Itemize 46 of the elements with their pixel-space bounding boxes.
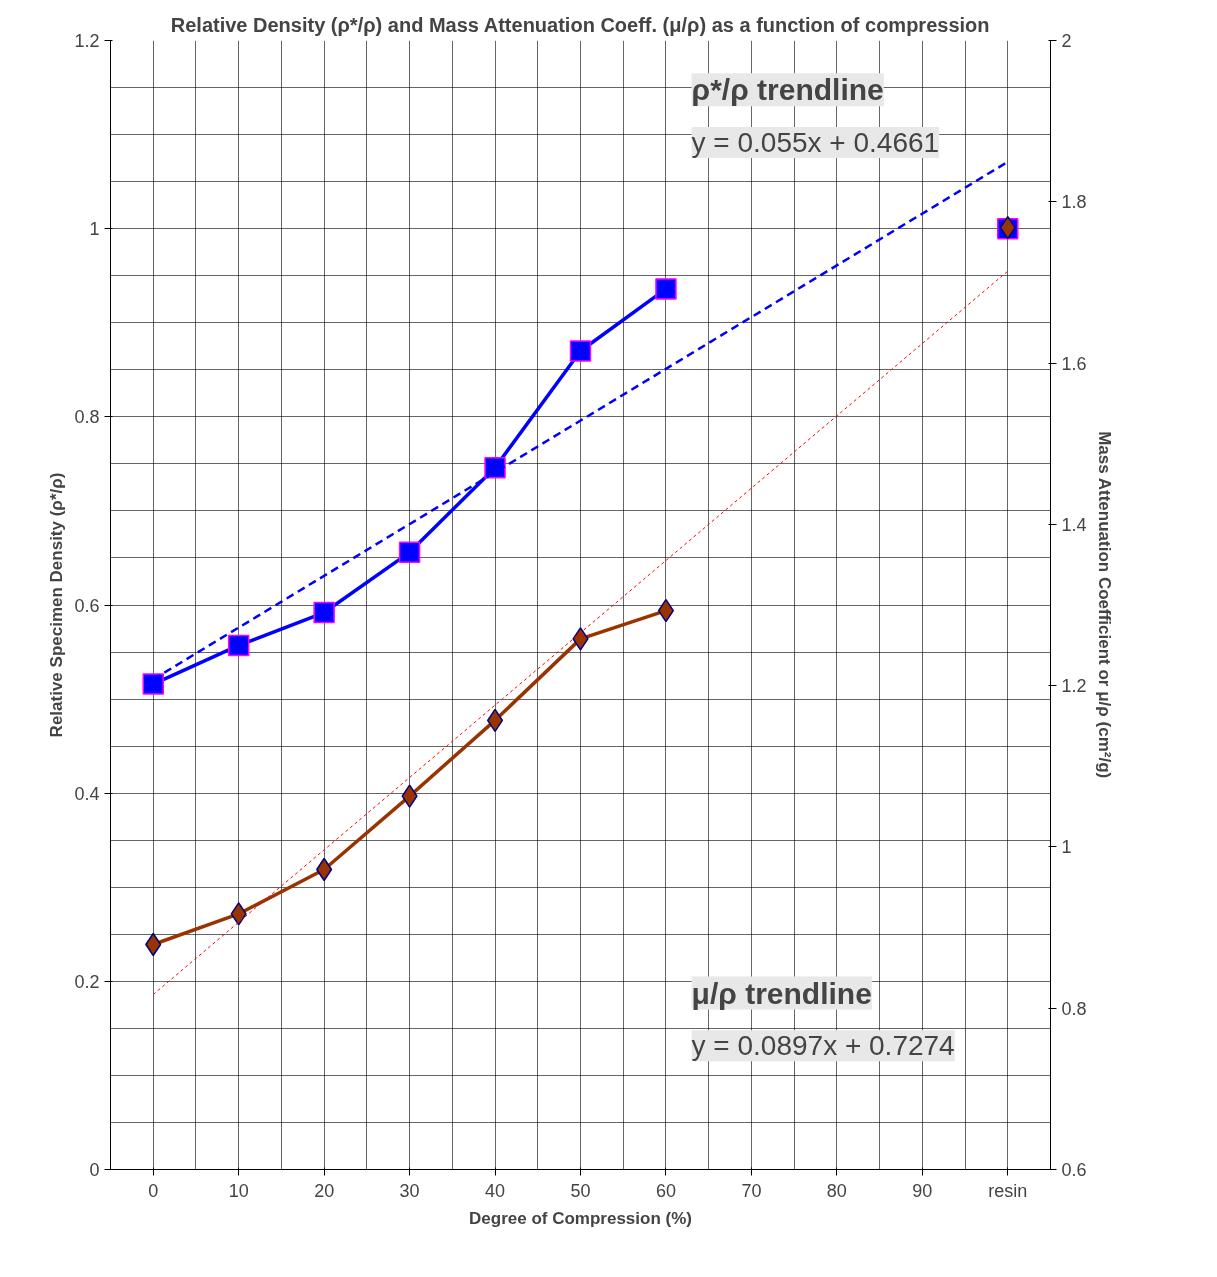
x-tick-label: 80 — [826, 1180, 847, 1201]
point — [401, 784, 418, 808]
x-tick-label: 20 — [314, 1180, 335, 1201]
annotation: μ/ρ trendline — [691, 976, 872, 1010]
y2-tick-label: 0.8 — [1061, 998, 1087, 1019]
y2-tick-label: 0.6 — [1061, 1160, 1087, 1180]
point — [657, 598, 675, 623]
point — [227, 634, 250, 657]
y-tick-label: 0.2 — [74, 971, 100, 992]
y2-tick-label: 2 — [1061, 31, 1072, 51]
x-tick-label: 0 — [148, 1180, 159, 1201]
y-axis-title: Relative Specimen Density (ρ*/ρ) — [47, 472, 67, 738]
y-tick-label: 0 — [89, 1160, 100, 1180]
x-tick-label: resin — [988, 1180, 1028, 1201]
y-tick-label: 0.8 — [74, 407, 100, 428]
x-tick-label: 70 — [741, 1180, 762, 1201]
y2-tick-label: 1 — [1061, 837, 1072, 858]
y2-tick-label: 1.8 — [1061, 192, 1087, 213]
y-tick-label: 0.4 — [74, 783, 100, 804]
x-tick-label: 10 — [228, 1180, 249, 1201]
y2-tick-label: 1.4 — [1061, 514, 1087, 535]
point — [655, 278, 677, 300]
annotation: y = 0.055x + 0.4661 — [691, 127, 940, 159]
y2-axis-title: Mass Attenuation Coefficient or μ/ρ (cm²/g) — [1094, 431, 1114, 779]
point — [569, 340, 592, 362]
y2-tick-label: 1.6 — [1061, 353, 1087, 374]
annotation: y = 0.0897x + 0.7274 — [691, 1030, 955, 1062]
point — [484, 456, 506, 479]
y2-tick-label: 1.2 — [1061, 676, 1087, 697]
x-tick-label: 30 — [399, 1180, 420, 1201]
x-tick-label: 90 — [912, 1180, 933, 1201]
annotation: ρ*/ρ trendline — [691, 73, 884, 107]
x-tick-label: 60 — [655, 1180, 676, 1201]
chart-title: Relative Density (ρ*/ρ) and Mass Attenuation Coeff. (μ/ρ) as a function of compression — [170, 13, 990, 36]
point — [142, 673, 164, 695]
point — [230, 902, 247, 926]
point — [572, 627, 589, 651]
point — [398, 541, 421, 564]
x-tick-label: 40 — [485, 1180, 506, 1201]
point — [313, 601, 335, 624]
y-tick-label: 1.2 — [74, 31, 100, 51]
point — [486, 708, 504, 733]
y-tick-label: 0.6 — [74, 595, 100, 616]
x-axis-title: Degree of Compression (%) — [469, 1208, 692, 1228]
y-tick-label: 1 — [89, 219, 100, 240]
x-tick-label: 50 — [570, 1180, 591, 1201]
